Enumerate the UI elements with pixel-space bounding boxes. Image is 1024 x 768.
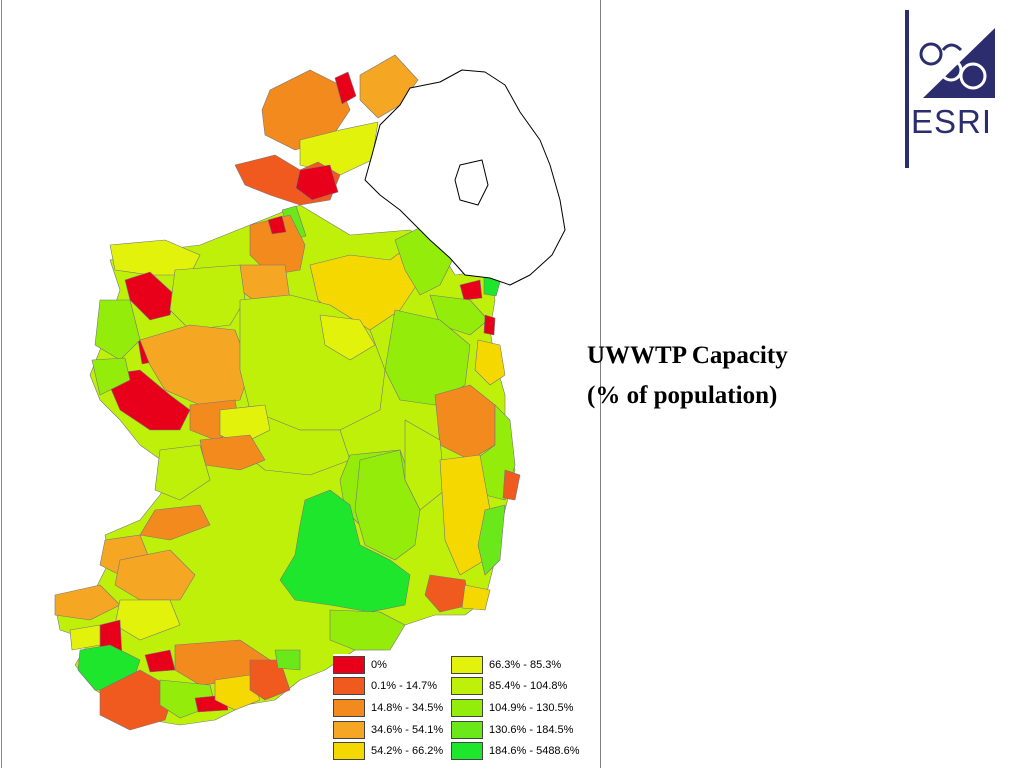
- map-region-galway-red: [104, 369, 191, 431]
- esri-logo-icon: [905, 10, 995, 168]
- slide-title-line-1: UWWTP Capacity: [587, 342, 788, 369]
- slide-left-border: [1, 0, 2, 768]
- map-region-louth-red: [459, 279, 483, 301]
- map-region-sligo: [249, 214, 306, 276]
- legend-item: 34.6% - 54.1%: [333, 719, 451, 741]
- map-region-galway-central: [139, 324, 251, 406]
- map-region-clare-north: [219, 404, 271, 446]
- map-region-kerry-yellow: [69, 624, 101, 651]
- legend-label: 104.9% - 130.5%: [489, 701, 574, 714]
- map-region-kerry-north: [114, 549, 196, 601]
- legend-label: 0%: [371, 658, 387, 671]
- legend-swatch: [333, 655, 365, 674]
- map-region-cork-west: [99, 669, 176, 731]
- legend-label: 34.6% - 54.1%: [371, 723, 444, 736]
- map-region-limerick-orange: [139, 504, 211, 541]
- map-region-dublin-red: [483, 314, 496, 336]
- legend-swatch: [333, 677, 365, 696]
- map-region-dublin-north: [474, 339, 506, 386]
- slide-title: UWWTP Capacity (% of population): [587, 336, 887, 416]
- legend-label: 184.6% - 5488.6%: [489, 745, 580, 758]
- panel-divider: [600, 0, 601, 768]
- legend-item: 104.9% - 130.5%: [451, 697, 599, 719]
- legend-item: 85.4% - 104.8%: [451, 676, 599, 698]
- map-region-sligo-red: [267, 215, 287, 235]
- legend-swatch: [451, 677, 483, 696]
- legend-swatch: [451, 655, 483, 674]
- map-region-waterford-green: [329, 609, 406, 651]
- map-panel: 0% 66.3% - 85.3% 0.1% - 14.7% 85.4% - 10…: [54, 54, 599, 762]
- legend-item: 66.3% - 85.3%: [451, 654, 599, 676]
- legend-label: 54.2% - 66.2%: [371, 745, 444, 758]
- esri-logo-text: ESRI: [911, 103, 993, 140]
- map-region-tipperary: [279, 489, 411, 613]
- legend-item: 14.8% - 34.5%: [333, 697, 451, 719]
- map-region-wexford-green: [477, 504, 506, 576]
- map-region-cork-yellow: [214, 674, 261, 711]
- legend-label: 130.6% - 184.5%: [489, 723, 574, 736]
- map-lough-neagh: [454, 159, 489, 206]
- map-region-mayo-west: [94, 299, 141, 361]
- legend-item: 54.2% - 66.2%: [333, 740, 451, 762]
- map-legend: 0% 66.3% - 85.3% 0.1% - 14.7% 85.4% - 10…: [333, 654, 599, 762]
- legend-label: 66.3% - 85.3%: [489, 658, 562, 671]
- legend-swatch: [451, 698, 483, 717]
- legend-label: 85.4% - 104.8%: [489, 680, 568, 693]
- map-region-kilkenny: [354, 449, 421, 561]
- legend-item: 0%: [333, 654, 451, 676]
- legend-item: 130.6% - 184.5%: [451, 719, 599, 741]
- map-region-donegal-red2: [295, 164, 339, 201]
- map-region-waterford-orange: [424, 574, 471, 613]
- legend-item: 0.1% - 14.7%: [333, 676, 451, 698]
- legend-swatch: [451, 720, 483, 739]
- map-region-kerry-dingle: [54, 584, 121, 621]
- legend-swatch: [333, 742, 365, 761]
- legend-swatch: [451, 742, 483, 761]
- map-region-cork-east-orange: [249, 659, 291, 701]
- map-region-wexford-orange: [502, 469, 521, 501]
- map-region-clare-west: [154, 444, 211, 501]
- legend-item: 184.6% - 5488.6%: [451, 740, 599, 762]
- ireland-choropleth-map: [54, 54, 566, 731]
- slide-title-line-2: (% of population): [587, 382, 778, 409]
- map-region-cork-harbour: [274, 649, 301, 671]
- map-region-galway-coast: [91, 357, 131, 396]
- map-region-longford: [319, 314, 376, 361]
- map-region-carlow: [404, 419, 446, 511]
- legend-label: 0.1% - 14.7%: [371, 680, 438, 693]
- map-region-waterford-yellow: [461, 584, 491, 611]
- legend-swatch: [333, 720, 365, 739]
- map-region-donegal-red1: [334, 71, 357, 105]
- legend-label: 14.8% - 34.5%: [371, 701, 444, 714]
- legend-swatch: [333, 698, 365, 717]
- map-region-mayo-east: [169, 264, 246, 331]
